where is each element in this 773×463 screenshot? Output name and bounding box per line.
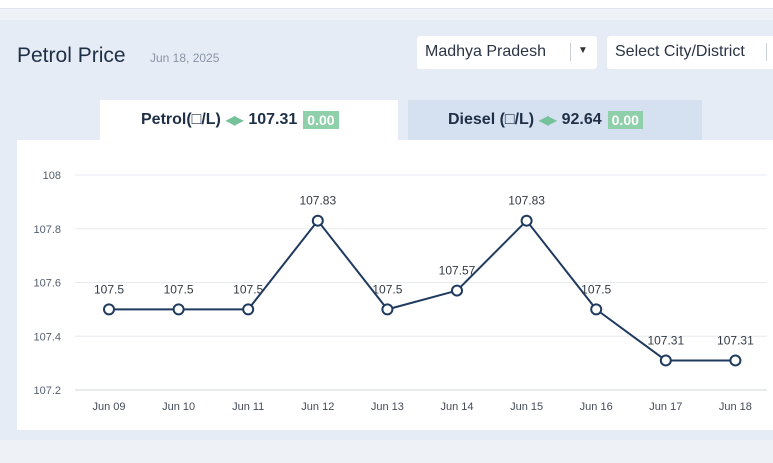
x-tick-label: Jun 10 <box>162 401 195 413</box>
data-label: 107.5 <box>164 282 194 296</box>
y-tick-label: 107.8 <box>33 224 61 236</box>
data-point <box>172 303 185 316</box>
x-tick-label: Jun 11 <box>232 401 264 413</box>
data-point <box>659 354 672 367</box>
select-divider <box>570 43 571 61</box>
city-select[interactable]: Select City/District <box>607 36 773 69</box>
diesel-change-badge: 0.00 <box>607 111 643 129</box>
x-tick-label: Jun 16 <box>580 401 613 413</box>
data-label: 107.57 <box>439 264 476 278</box>
price-line-chart: 107.2 107.4 107.6 107.8 108 Jun 09 Jun 10 Jun 1… <box>33 170 767 413</box>
data-point <box>729 354 742 367</box>
x-tick-label: Jun 17 <box>649 401 682 413</box>
page-title: Petrol Price <box>17 44 126 67</box>
top-panel-edge <box>0 0 773 9</box>
select-divider <box>766 43 767 61</box>
state-select[interactable]: Madhya Pradesh ▼ <box>417 36 597 69</box>
y-tick-label: 108 <box>43 170 61 182</box>
data-label: 107.31 <box>647 333 684 347</box>
diesel-tab-label: Diesel (□/L) <box>448 111 535 128</box>
y-tick-label: 107.4 <box>33 331 61 343</box>
data-label: 107.5 <box>94 282 124 296</box>
data-label: 107.83 <box>508 194 545 208</box>
x-tick-label: Jun 15 <box>510 401 543 413</box>
petrol-tab-label: Petrol(□/L) <box>141 111 221 128</box>
petrol-change-badge: 0.00 <box>303 111 339 129</box>
data-point <box>590 303 603 316</box>
up-down-arrows-icon: ◀▶ <box>539 113 556 127</box>
chart-panel: 107.2 107.4 107.6 107.8 108 Jun 09 Jun 10 Jun 1… <box>17 140 773 430</box>
data-point <box>311 214 324 227</box>
y-tick-label: 107.6 <box>33 278 61 290</box>
y-tick-label: 107.2 <box>33 385 61 397</box>
series-line <box>109 219 736 362</box>
x-tick-label: Jun 14 <box>440 401 473 413</box>
data-point <box>520 214 533 227</box>
x-tick-label: Jun 13 <box>371 401 404 413</box>
state-select-value: Madhya Pradesh <box>425 43 546 60</box>
x-tick-label: Jun 09 <box>92 401 125 413</box>
data-point <box>451 284 463 297</box>
up-down-arrows-icon: ◀▶ <box>225 113 243 127</box>
data-point <box>103 303 115 316</box>
data-point <box>381 303 394 316</box>
data-label: 107.5 <box>581 282 611 296</box>
petrol-price: 107.31 <box>248 111 298 128</box>
x-tick-label: Jun 18 <box>719 401 752 413</box>
diesel-price: 92.64 <box>561 111 602 128</box>
data-label: 107.5 <box>372 282 402 296</box>
data-point <box>242 303 255 316</box>
data-label: 107.5 <box>233 282 263 296</box>
tab-diesel[interactable]: Diesel (□/L) ◀▶ 92.64 0.00 <box>408 100 702 140</box>
city-select-value: Select City/District <box>615 43 745 60</box>
price-date: Jun 18, 2025 <box>150 51 220 65</box>
x-tick-label: Jun 12 <box>301 401 334 413</box>
tab-petrol[interactable]: Petrol(□/L) ◀▶ 107.31 0.00 <box>100 100 398 140</box>
data-label: 107.31 <box>717 333 754 347</box>
data-label: 107.83 <box>299 194 336 208</box>
chevron-down-icon[interactable]: ▼ <box>578 45 588 56</box>
